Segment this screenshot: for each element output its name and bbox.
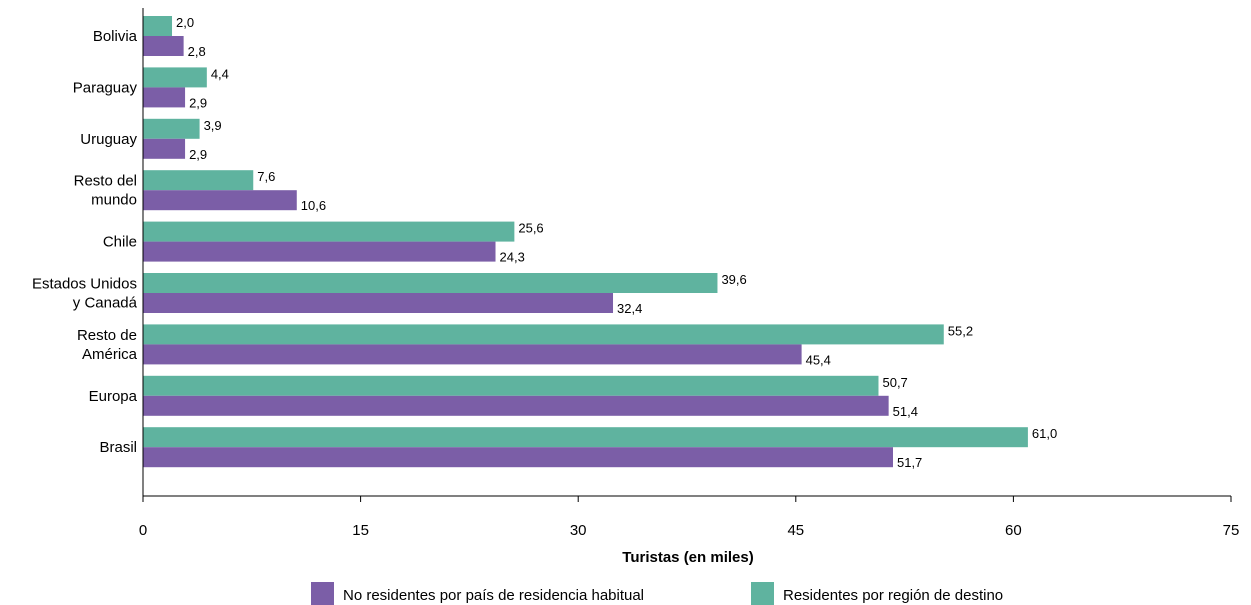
bar-no-residentes-4	[143, 241, 496, 262]
bar-residentes-4	[143, 221, 515, 242]
x-tick-label-30: 30	[570, 522, 587, 539]
category-label-3-line-1: mundo	[91, 192, 137, 209]
bars-layer	[143, 16, 1028, 468]
bar-residentes-5	[143, 273, 718, 293]
bar-no-residentes-0	[143, 36, 184, 56]
category-label-6-line-0: Resto de	[77, 327, 137, 344]
category-label-5-line-0: Estados Unidos	[32, 276, 137, 293]
bar-residentes-7	[143, 375, 879, 396]
data-label-residentes-8: 61,0	[1032, 426, 1057, 441]
bar-no-residentes-5	[143, 293, 614, 313]
legend-label-residentes: Residentes por región de destino	[783, 587, 1003, 604]
data-label-no-residentes-1: 2,9	[189, 95, 207, 110]
legend-swatch-no-residentes	[311, 582, 334, 605]
data-label-residentes-7: 50,7	[882, 375, 907, 390]
category-label-2: Uruguay	[80, 131, 137, 148]
data-label-residentes-3: 7,6	[257, 169, 275, 184]
category-label-3-line-0: Resto del	[74, 173, 137, 190]
bar-no-residentes-7	[143, 395, 889, 416]
category-label-7: Europa	[89, 388, 138, 405]
bar-residentes-8	[143, 427, 1028, 448]
data-label-no-residentes-4: 24,3	[500, 250, 525, 265]
data-label-residentes-6: 55,2	[948, 323, 973, 338]
category-label-4: Chile	[103, 234, 137, 251]
category-label-8: Brasil	[99, 439, 137, 456]
data-label-no-residentes-2: 2,9	[189, 147, 207, 162]
legend-label-no-residentes: No residentes por país de residencia hab…	[343, 587, 644, 604]
data-label-no-residentes-0: 2,8	[188, 44, 206, 59]
x-tick-label-45: 45	[787, 522, 804, 539]
bar-no-residentes-6	[143, 344, 802, 365]
x-tick-label-75: 75	[1223, 522, 1240, 539]
bar-no-residentes-8	[143, 447, 893, 468]
bar-no-residentes-1	[143, 87, 186, 108]
axes-layer: 0 15 30 45 60 75 Turistas (en miles)	[139, 8, 1240, 566]
bar-residentes-6	[143, 324, 944, 345]
data-label-no-residentes-6: 45,4	[806, 352, 831, 367]
x-tick-label-15: 15	[352, 522, 369, 539]
category-label-6-line-1: América	[82, 346, 138, 363]
legend: No residentes por país de residencia hab…	[311, 582, 1003, 605]
bar-residentes-0	[143, 16, 173, 36]
bar-no-residentes-3	[143, 190, 297, 211]
labels-layer: 2,0 2,8 Bolivia 4,4 2,9 Paraguay 3,9 2,9 Uruguay…	[32, 15, 1057, 470]
x-tick-label-0: 0	[139, 522, 147, 539]
data-label-no-residentes-7: 51,4	[893, 404, 918, 419]
data-label-no-residentes-5: 32,4	[617, 301, 642, 316]
x-tick-label-60: 60	[1005, 522, 1022, 539]
category-label-1: Paraguay	[73, 79, 138, 96]
data-label-residentes-4: 25,6	[518, 221, 543, 236]
bar-no-residentes-2	[143, 138, 186, 159]
data-label-residentes-1: 4,4	[211, 66, 229, 81]
data-label-no-residentes-3: 10,6	[301, 198, 326, 213]
legend-swatch-residentes	[751, 582, 774, 605]
data-label-no-residentes-8: 51,7	[897, 455, 922, 470]
x-axis-title: Turistas (en miles)	[622, 549, 753, 566]
bar-residentes-3	[143, 170, 254, 191]
data-label-residentes-0: 2,0	[176, 15, 194, 30]
bar-residentes-2	[143, 118, 200, 139]
bar-residentes-1	[143, 67, 207, 88]
category-label-5-line-1: y Canadá	[73, 295, 138, 312]
data-label-residentes-2: 3,9	[204, 118, 222, 133]
data-label-residentes-5: 39,6	[721, 272, 746, 287]
category-label-0: Bolivia	[93, 28, 138, 45]
